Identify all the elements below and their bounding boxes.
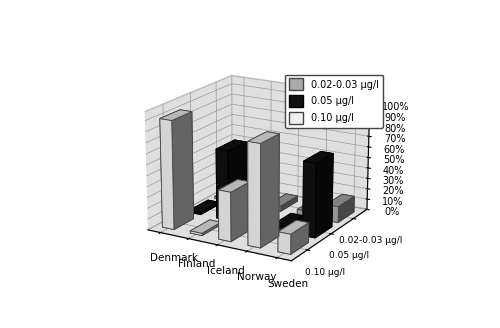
Legend: 0.02-0.03 μg/l, 0.05 μg/l, 0.10 μg/l: 0.02-0.03 μg/l, 0.05 μg/l, 0.10 μg/l <box>284 74 382 128</box>
